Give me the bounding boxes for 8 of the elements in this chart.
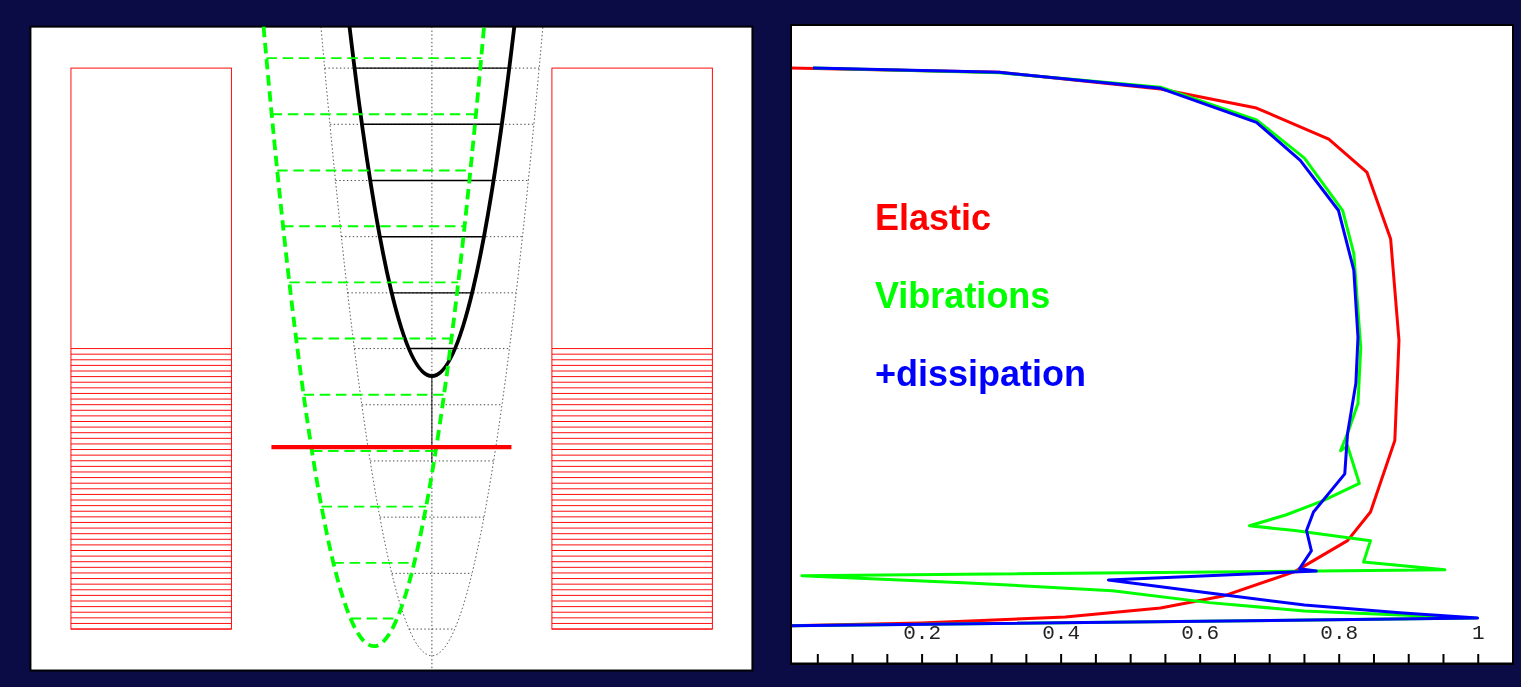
x-tick-label: 1 <box>1471 622 1485 645</box>
x-tick-label: 0.4 <box>1042 622 1081 645</box>
text: Elastic <box>875 196 993 240</box>
x-tick-label: 0.6 <box>1181 622 1220 645</box>
x-tick-label: 0.8 <box>1320 622 1359 645</box>
x-tick-label: 0.2 <box>903 622 941 645</box>
text: +dissipation <box>875 352 1088 396</box>
text: Vibrations <box>875 274 1052 318</box>
